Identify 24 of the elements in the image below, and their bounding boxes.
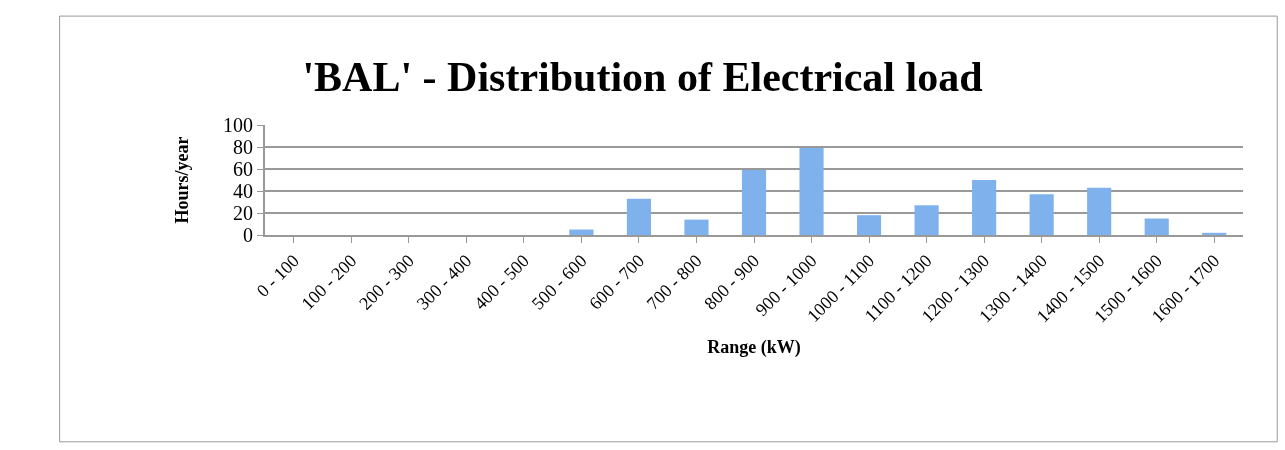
y-tick-label: 80 [233,136,253,158]
y-tick-label: 60 [233,158,253,180]
bar [1202,232,1227,235]
y-tick-label: 100 [223,114,253,136]
bar [741,170,767,235]
y-tick-label: 20 [233,202,253,224]
bar [626,198,652,235]
chart-title: 'BAL' - Distribution of Electrical load [302,54,983,101]
bar [972,180,997,235]
x-tick-label: 0 - 100 [252,250,303,301]
bar [1087,187,1112,235]
bar [1029,194,1054,235]
y-tick-label: 0 [243,224,253,246]
bar [569,229,594,235]
bar [684,219,709,235]
x-tick-label: 500 - 600 [527,250,591,314]
bar [856,215,882,235]
y-tick-label: 40 [233,180,253,202]
bar [1144,218,1169,235]
x-axis-title: Range (kW) [707,336,801,358]
y-axis-title: Hours/year [171,136,192,224]
bar [799,148,824,235]
x-tick-label: 300 - 400 [412,250,476,314]
bar [914,205,939,235]
